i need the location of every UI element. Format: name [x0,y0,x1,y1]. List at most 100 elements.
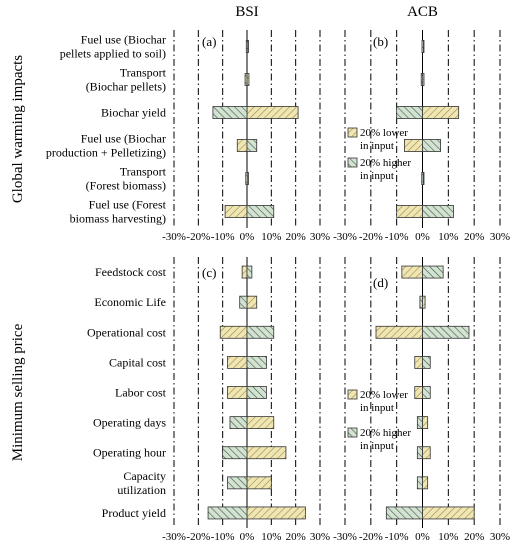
legend-label-higher: 20% higher [360,427,411,439]
tick-label: -10% [211,231,235,243]
legend-label-lower: in input [360,402,394,414]
tick-label: 30% [310,231,330,243]
bar-lower-input [246,476,272,490]
bar-higher-input [422,139,441,152]
column-title: ACB [407,4,438,20]
bar-lower-input [241,265,248,279]
bar-higher-input [245,40,249,53]
category-label: utilization [117,483,166,497]
bar-lower-input [246,106,299,119]
panel-label: (c) [202,265,216,280]
tick-label: 10% [438,231,458,243]
category-label: Product yield [102,506,166,520]
bar-lower-input [375,325,423,339]
tick-label: -30% [162,531,186,543]
legend-label-lower: 20% lower [360,389,408,401]
legend-swatch-lower [347,389,358,400]
panel-label: (d) [373,275,388,290]
bar-lower-input [414,386,423,399]
bar-higher-input [385,506,423,520]
tick-label: -20% [186,531,210,543]
bar-higher-input [246,386,267,399]
tick-label: 30% [490,531,510,543]
bar-lower-input [422,476,429,490]
category-label: Capacity [123,469,166,483]
bar-higher-input [422,325,470,339]
tick-label: 10% [261,231,281,243]
tick-label: 0% [415,231,430,243]
bar-lower-input [246,295,258,309]
tick-label: -10% [385,531,409,543]
bar-higher-input [207,506,248,520]
bar-lower-input [422,506,475,520]
category-label: Fuel use (Biochar [81,132,166,146]
bar-higher-input [421,40,424,53]
category-label: (Biochar pellets) [86,80,166,94]
category-label: Operating days [93,416,166,430]
category-label: Fuel use (Forest [89,198,167,212]
category-label: Operational cost [87,325,167,339]
category-label: Capital cost [109,355,167,369]
tick-label: 0% [240,231,255,243]
legend-label-higher: in input [360,170,394,182]
tick-label: 10% [261,531,281,543]
category-label: Economic Life [94,295,166,309]
bar-lower-input [219,325,248,339]
tick-label: 0% [240,531,255,543]
bar-higher-input [222,446,248,460]
bar-higher-input [420,73,424,86]
bar-higher-input [422,386,431,399]
category-label: biomass harvesting) [70,212,166,226]
bar-higher-input [246,325,275,339]
bar-higher-input [229,416,248,430]
bar-higher-input [244,73,248,86]
category-label: production + Pelletizing) [46,146,166,160]
legend-label-higher: 20% higher [360,157,411,169]
tick-label: -20% [359,531,383,543]
category-label: Feedstock cost [95,265,167,279]
bar-higher-input [246,205,275,218]
bar-higher-input [396,106,423,119]
bar-higher-input [245,172,248,185]
legend-label-lower: in input [360,140,394,152]
group-label: Minimum selling price [10,323,26,461]
bar-higher-input [422,355,431,369]
legend-swatch-lower [347,127,358,138]
tick-label: -10% [211,531,235,543]
bar-higher-input [421,172,424,185]
bar-higher-input [419,295,423,309]
category-label: Fuel use (Biochar [81,33,166,47]
tick-label: -20% [359,231,383,243]
category-label: Labor cost [115,386,167,400]
bar-higher-input [227,476,248,490]
tick-label: -30% [162,231,186,243]
tick-label: 20% [464,531,484,543]
bar-higher-input [246,265,253,279]
bar-lower-input [227,386,248,399]
group-label: Global warming impacts [10,55,26,203]
category-label: pellets applied to soil) [60,47,166,61]
tick-label: 20% [286,531,306,543]
bar-lower-input [224,205,248,218]
bar-lower-input [227,355,248,369]
bar-higher-input [246,139,258,152]
category-label: (Forest biomass) [86,179,166,193]
tick-label: -30% [333,231,357,243]
bar-higher-input [416,416,423,430]
panel-label: (b) [373,34,388,49]
bar-lower-input [396,205,423,218]
tick-label: -20% [186,231,210,243]
bar-higher-input [416,446,423,460]
bar-lower-input [422,106,460,119]
legend-swatch-higher [347,427,358,438]
tick-label: 30% [490,231,510,243]
category-label: Biochar yield [101,106,166,120]
bar-higher-input [246,355,267,369]
bar-lower-input [422,416,429,430]
bar-lower-input [246,446,287,460]
bar-higher-input [422,265,444,279]
tick-label: -10% [385,231,409,243]
bar-higher-input [239,295,248,309]
tick-label: 0% [415,531,430,543]
